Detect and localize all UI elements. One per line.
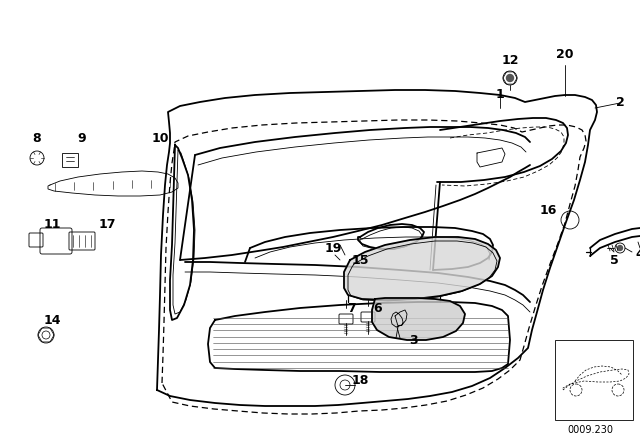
Text: 17: 17 — [99, 219, 116, 232]
Text: 5: 5 — [610, 254, 618, 267]
Text: 14: 14 — [44, 314, 61, 327]
Text: 11: 11 — [44, 219, 61, 232]
Text: 0009.230: 0009.230 — [567, 425, 613, 435]
Text: 8: 8 — [33, 132, 42, 145]
Text: 15: 15 — [351, 254, 369, 267]
Text: 9: 9 — [77, 132, 86, 145]
Text: 10: 10 — [151, 132, 169, 145]
Text: 3: 3 — [409, 333, 417, 346]
Circle shape — [618, 246, 623, 250]
Circle shape — [506, 74, 513, 82]
Text: 2: 2 — [616, 96, 625, 109]
Text: 4: 4 — [636, 249, 640, 262]
Text: 18: 18 — [351, 374, 369, 387]
Text: 20: 20 — [556, 48, 573, 61]
Text: 19: 19 — [324, 241, 342, 254]
Text: 1: 1 — [495, 89, 504, 102]
Text: 16: 16 — [540, 203, 557, 216]
Text: 12: 12 — [501, 53, 519, 66]
Text: 6: 6 — [374, 302, 382, 314]
Polygon shape — [372, 298, 465, 340]
Text: 7: 7 — [348, 302, 356, 314]
Polygon shape — [344, 237, 500, 300]
